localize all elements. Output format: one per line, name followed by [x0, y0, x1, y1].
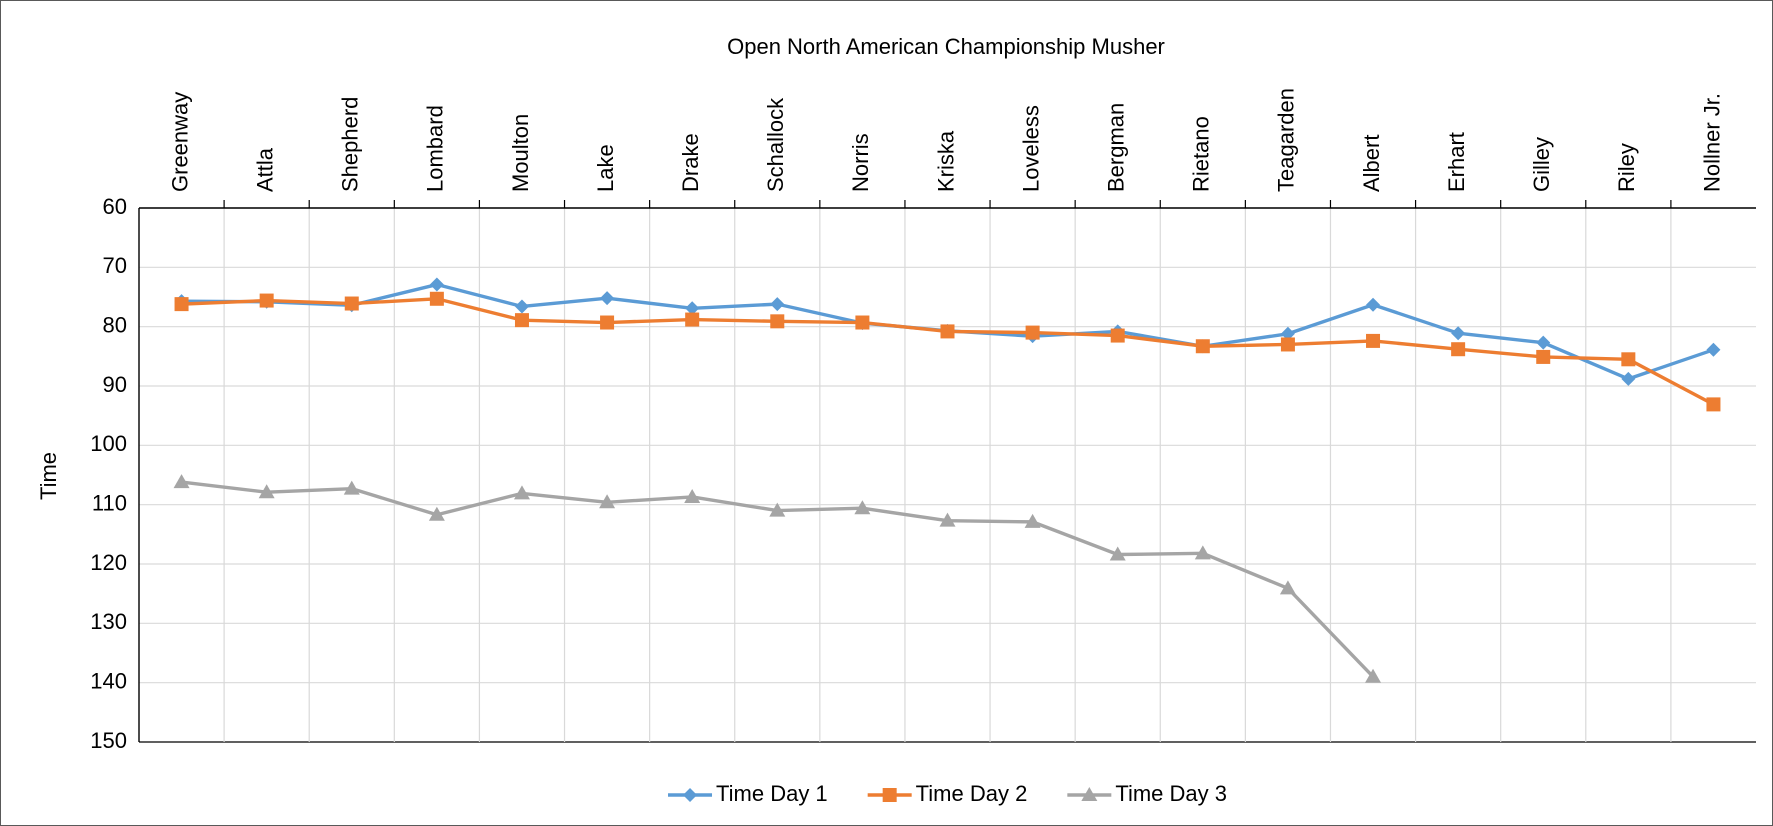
- marker: [1025, 325, 1040, 340]
- x-tick-label: Albert: [1359, 135, 1384, 192]
- x-tick-label: Attla: [252, 147, 277, 192]
- marker: [1621, 352, 1636, 367]
- marker: [429, 291, 444, 306]
- x-tick-label: Lake: [593, 144, 618, 192]
- marker: [939, 512, 956, 527]
- x-tick-label: Norris: [848, 133, 873, 192]
- x-tick-label: Bergman: [1104, 103, 1129, 192]
- marker: [428, 506, 445, 521]
- legend-label: Time Day 2: [916, 781, 1028, 806]
- x-tick-label: Teagarden: [1274, 88, 1299, 192]
- marker: [940, 324, 955, 339]
- marker: [855, 315, 870, 330]
- y-tick-label: 100: [90, 431, 127, 456]
- marker: [600, 315, 615, 330]
- marker: [1706, 342, 1721, 357]
- marker: [1621, 371, 1636, 386]
- marker: [1279, 580, 1296, 595]
- x-tick-label: Moulton: [508, 114, 533, 192]
- y-tick-label: 90: [103, 372, 127, 397]
- x-tick-label: Erhart: [1444, 132, 1469, 192]
- marker: [174, 297, 189, 312]
- marker: [1536, 335, 1551, 350]
- legend-label: Time Day 3: [1115, 781, 1227, 806]
- y-tick-label: 120: [90, 550, 127, 575]
- marker: [685, 312, 700, 327]
- marker: [1536, 349, 1551, 364]
- marker: [854, 500, 871, 515]
- marker: [514, 299, 529, 314]
- marker: [1110, 328, 1125, 343]
- x-tick-label: Greenway: [167, 92, 192, 192]
- marker: [1366, 297, 1381, 312]
- marker: [769, 502, 786, 517]
- marker: [1195, 339, 1210, 354]
- marker: [1280, 326, 1295, 341]
- y-tick-label: 130: [90, 609, 127, 634]
- x-tick-label: Lombard: [423, 105, 448, 192]
- marker: [600, 291, 615, 306]
- x-tick-label: Schallock: [763, 97, 788, 192]
- y-tick-label: 110: [92, 490, 127, 515]
- marker: [258, 484, 275, 499]
- y-tick-label: 60: [103, 194, 127, 219]
- marker: [1365, 668, 1382, 683]
- marker: [513, 485, 530, 500]
- marker: [685, 301, 700, 316]
- marker: [429, 277, 444, 292]
- marker: [1451, 342, 1466, 357]
- marker: [599, 494, 616, 509]
- marker: [1706, 397, 1721, 412]
- x-tick-label: Rietano: [1189, 116, 1214, 192]
- marker: [1024, 513, 1041, 528]
- x-tick-label: Gilley: [1529, 137, 1554, 192]
- marker: [1194, 545, 1211, 560]
- x-tick-label: Shepherd: [338, 97, 363, 192]
- marker: [1366, 333, 1381, 348]
- marker: [770, 314, 785, 329]
- x-tick-label: Riley: [1614, 143, 1639, 192]
- y-tick-label: 80: [103, 312, 127, 337]
- marker: [173, 474, 190, 489]
- x-tick-label: Drake: [678, 133, 703, 192]
- x-tick-label: Nollner Jr.: [1699, 93, 1724, 192]
- y-tick-label: 70: [103, 253, 127, 278]
- x-tick-label: Kriska: [933, 130, 958, 192]
- marker: [1451, 326, 1466, 341]
- marker: [684, 488, 701, 503]
- legend-label: Time Day 1: [716, 781, 828, 806]
- chart-title: Open North American Championship Musher: [727, 34, 1165, 59]
- marker: [1280, 337, 1295, 352]
- marker: [1109, 546, 1126, 561]
- legend-marker: [882, 788, 897, 802]
- marker: [344, 296, 359, 311]
- marker: [514, 313, 529, 328]
- y-tick-label: 140: [90, 668, 127, 693]
- y-tick-label: 150: [90, 728, 127, 753]
- legend-marker: [1081, 787, 1098, 801]
- x-tick-label: Loveless: [1018, 105, 1043, 192]
- marker: [343, 480, 360, 495]
- legend-marker: [683, 788, 698, 802]
- marker: [259, 293, 274, 308]
- marker: [770, 297, 785, 312]
- y-axis-label: Time: [36, 452, 61, 500]
